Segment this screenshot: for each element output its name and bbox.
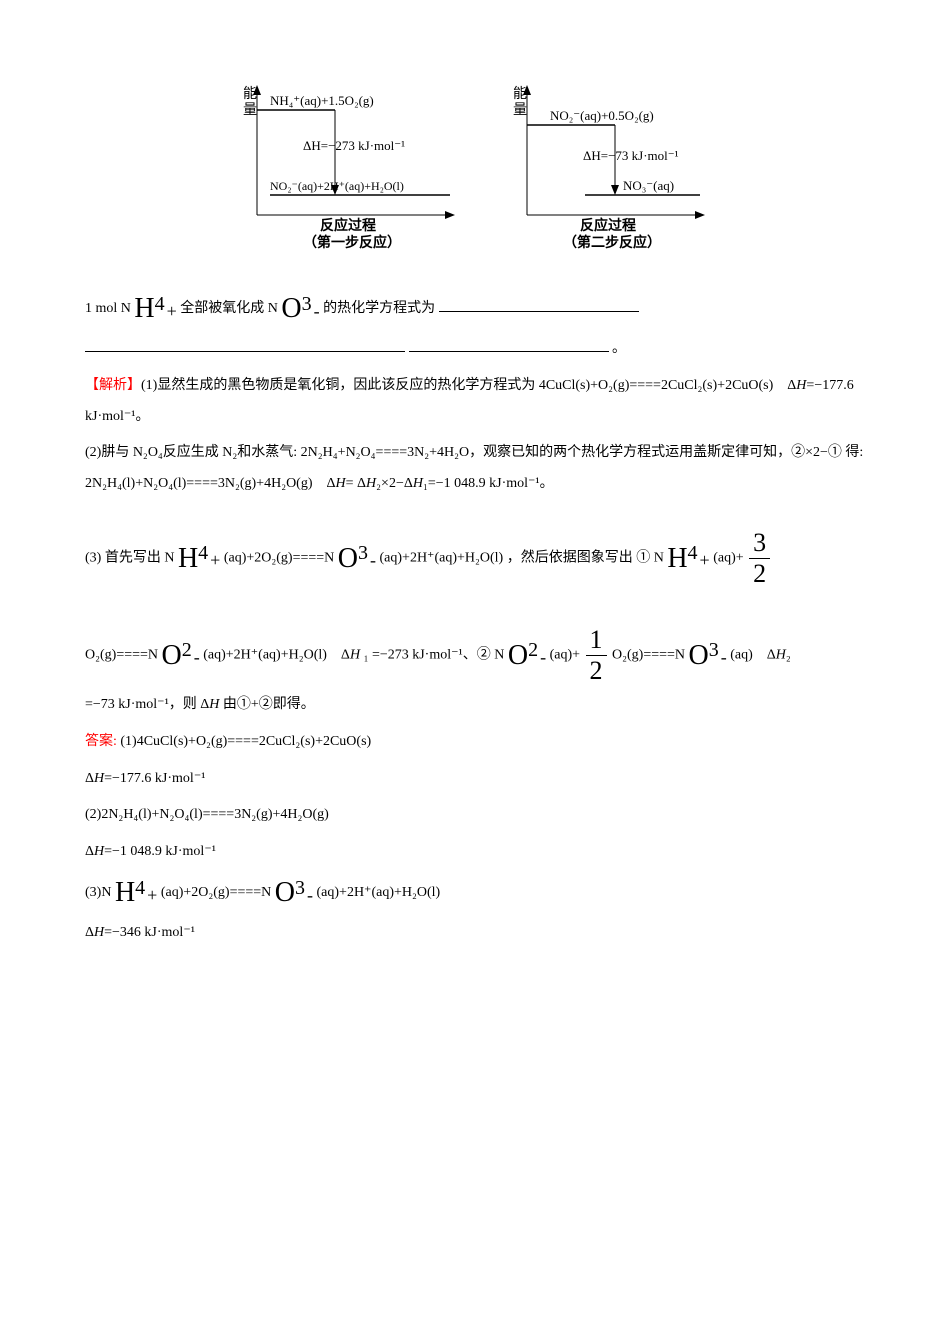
d2-bottom: NO₃⁻(aq)	[623, 178, 674, 193]
q-suffix: 的热化学方程式为	[323, 301, 435, 316]
nh4-formula: H4+	[134, 290, 176, 328]
analysis-p4: O₂(g)====N O2- (aq)+2H⁺(aq)+H₂O(l) ΔH ₁ …	[85, 627, 865, 684]
energy-diagrams: 能 量 NH₄⁺(aq)+1.5O₂(g) ΔH=−273 kJ·mol⁻¹ N…	[85, 80, 865, 250]
italic-H: H	[796, 378, 806, 393]
no3-2: O3-	[338, 539, 376, 577]
ans1: (1)4CuCl(s)+O₂(g)====2CuCl₂(s)+2CuO(s)	[120, 734, 371, 749]
diagram-step1: 能 量 NH₄⁺(aq)+1.5O₂(g) ΔH=−273 kJ·mol⁻¹ N…	[235, 80, 465, 250]
answer-p3: (3)N H4+ (aq)+2O₂(g)====N O3- (aq)+2H⁺(a…	[85, 874, 865, 912]
answer-p3dH: ΔH=−346 kJ·mol⁻¹	[85, 918, 865, 949]
d1-top: NH₄⁺(aq)+1.5O₂(g)	[270, 93, 374, 108]
frac-1-2: 12	[586, 627, 607, 684]
diagram2-svg: 能 量 NO₂⁻(aq)+0.5O₂(g) ΔH=−73 kJ·mol⁻¹ NO…	[505, 80, 715, 250]
answer-blank-1	[439, 297, 639, 312]
svg-text:（第一步反应）: （第一步反应）	[303, 234, 401, 250]
q-mid: 全部被氧化成 N	[180, 301, 278, 316]
answer-p1: 答案: (1)4CuCl(s)+O₂(g)====2CuCl₂(s)+2CuO(…	[85, 727, 865, 758]
question-line2: 。	[85, 334, 865, 365]
no2-1: O2-	[162, 636, 200, 674]
q-prefix: 1 mol N	[85, 301, 131, 316]
frac-3-2: 32	[749, 530, 770, 587]
answer-p2dH: ΔH=−1 048.9 kJ·mol⁻¹	[85, 837, 865, 868]
ans2: (2)2N₂H₄(l)+N₂O₄(l)====3N₂(g)+4H₂O(g)	[85, 807, 329, 822]
analysis-p1: 【解析】(1)显然生成的黑色物质是氧化铜，因此该反应的热化学方程式为 4CuCl…	[85, 371, 865, 433]
diagram-step2: 能 量 NO₂⁻(aq)+0.5O₂(g) ΔH=−73 kJ·mol⁻¹ NO…	[505, 80, 715, 250]
diagram1-svg: 能 量 NH₄⁺(aq)+1.5O₂(g) ΔH=−273 kJ·mol⁻¹ N…	[235, 80, 465, 250]
q-tail: 。	[612, 341, 626, 356]
svg-text:（第二步反应）: （第二步反应）	[563, 234, 661, 250]
question-line: 1 mol N H4+ 全部被氧化成 N O3- 的热化学方程式为	[85, 290, 865, 328]
answer-blank-2	[85, 337, 405, 352]
nh4-2: H4+	[178, 539, 220, 577]
analysis-p3: (3) 首先写出 N H4+ (aq)+2O₂(g)====N O3- (aq)…	[85, 530, 865, 587]
svg-text:量: 量	[243, 102, 257, 118]
answer-label: 答案:	[85, 734, 117, 749]
answer-p2: (2)2N₂H₄(l)+N₂O₄(l)====3N₂(g)+4H₂O(g)	[85, 800, 865, 831]
no3-ans: O3-	[275, 874, 313, 912]
d1-dH: ΔH=−273 kJ·mol⁻¹	[303, 138, 405, 153]
nh4-ans: H4+	[115, 874, 157, 912]
answer-blank-3	[409, 337, 609, 352]
nh4-3: H4+	[667, 539, 709, 577]
analysis-p2: (2)肼与 N₂O₄反应生成 N₂和水蒸气: 2N₂H₄+N₂O₄====3N₂…	[85, 438, 865, 500]
d2-top: NO₂⁻(aq)+0.5O₂(g)	[550, 108, 654, 123]
svg-text:反应过程: 反应过程	[580, 217, 636, 234]
no3-formula: O3-	[281, 290, 319, 328]
a-line1: (1)显然生成的黑色物质是氧化铜，因此该反应的热化学方程式为 4CuCl(s)+…	[141, 378, 796, 393]
svg-text:反应过程: 反应过程	[320, 217, 376, 234]
svg-text:能: 能	[243, 86, 257, 102]
d1-bottom: NO₂⁻(aq)+2H⁺(aq)+H₂O(l)	[270, 179, 404, 193]
svg-text:量: 量	[513, 102, 527, 118]
analysis-label: 【解析】	[85, 378, 141, 393]
analysis-p5: =−73 kJ·mol⁻¹，则 ΔH 由①+②即得。	[85, 690, 865, 721]
d2-dH: ΔH=−73 kJ·mol⁻¹	[583, 148, 679, 163]
no2-2: O2-	[508, 636, 546, 674]
no3-3: O3-	[689, 636, 727, 674]
svg-text:能: 能	[513, 86, 527, 102]
answer-p1dH: ΔH=−177.6 kJ·mol⁻¹	[85, 764, 865, 795]
